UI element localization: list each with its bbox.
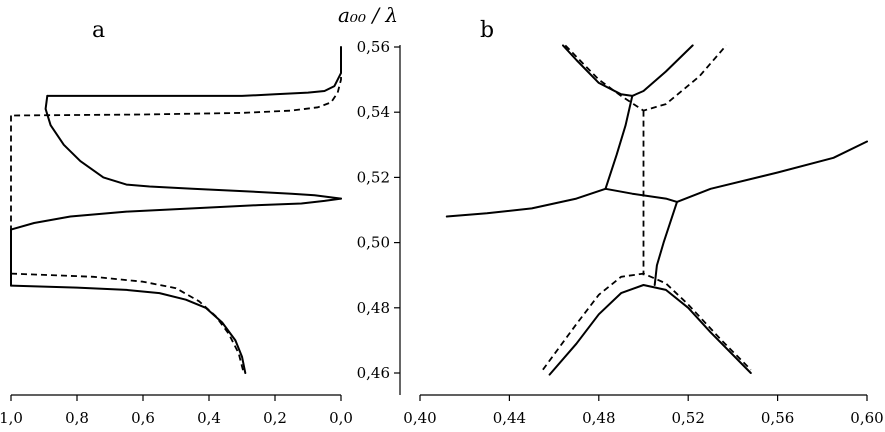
x-tick-label: 0,6: [131, 409, 155, 427]
series-7-solid-line: [548, 284, 752, 376]
y-tick-label: 0,50: [357, 234, 390, 252]
x-tick-label: 0,48: [582, 409, 615, 427]
x-tick-label: 0,40: [403, 409, 436, 427]
panel-a-label: a: [92, 18, 105, 43]
x-tick-label: 0,44: [493, 409, 526, 427]
x-tick-label: 0,0: [329, 409, 353, 427]
x-tick-label: 0,4: [197, 409, 221, 427]
panel-b-plot: 0,40 0,44 0,48 0,52 0,56 0,60: [403, 44, 884, 427]
series-6-dashed-line: [10, 47, 342, 117]
y-axis-title: a₀₀ / λ: [338, 3, 398, 27]
panel-b-label: b: [480, 18, 494, 43]
panel-a-plot: 1,0 0,8 0,6 0,4 0,2 0,0: [0, 46, 353, 427]
y-tick-label: 0,46: [357, 364, 390, 382]
series-2-solid-line: [44, 94, 342, 200]
shared-y-axis: 0,46 0,48 0,50 0,52 0,54 0,56: [357, 38, 401, 395]
series-1-solid-line: [445, 140, 868, 218]
series-2-solid-line: [604, 94, 634, 190]
series-4-solid-line: [562, 44, 694, 97]
series-5-solid-line: [10, 284, 247, 374]
x-tick-label: 0,8: [65, 409, 89, 427]
x-tick-label: 0,60: [850, 409, 883, 427]
x-tick-label: 0,2: [263, 409, 287, 427]
x-tick-label: 0,56: [761, 409, 794, 427]
y-tick-label: 0,54: [357, 103, 390, 121]
y-tick-label: 0,52: [357, 168, 390, 186]
x-tick-label: 0,52: [671, 409, 704, 427]
x-tick-label: 1,0: [0, 409, 23, 427]
series-3-solid-line: [653, 200, 678, 286]
y-tick-label: 0,56: [357, 38, 390, 56]
series-1-solid-line: [46, 46, 342, 97]
series-8-dashed-line: [542, 272, 752, 371]
series-5-dashed-line: [564, 44, 727, 112]
series-3-solid-line: [10, 197, 342, 231]
series-8-dashed-line: [10, 272, 245, 374]
y-tick-label: 0,48: [357, 299, 390, 317]
